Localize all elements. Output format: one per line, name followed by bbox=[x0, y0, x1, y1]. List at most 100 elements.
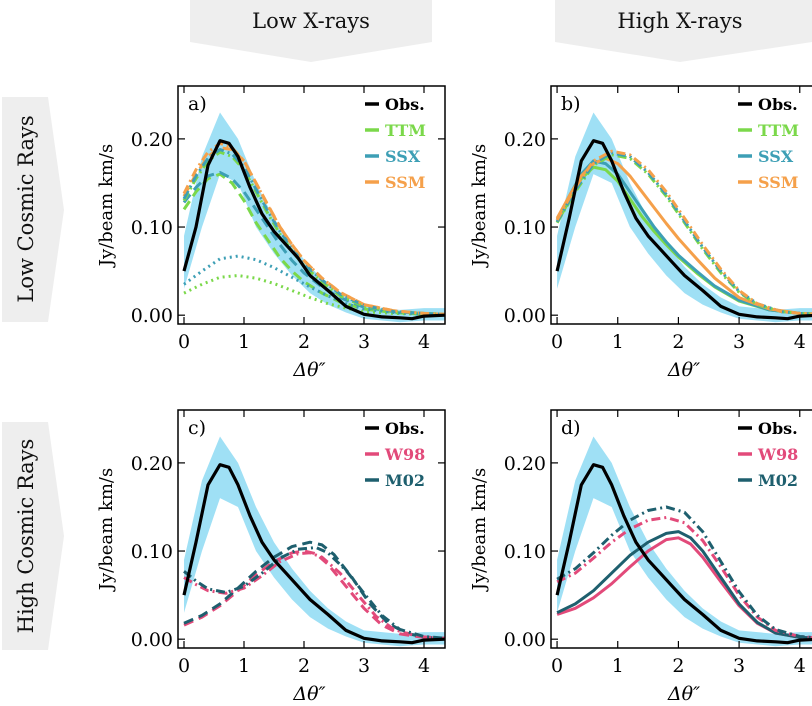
column-header-label: Low X-rays bbox=[252, 9, 370, 33]
legend-label: SSX bbox=[758, 147, 794, 166]
panel-label: a) bbox=[188, 93, 207, 115]
legend-label: TTM bbox=[385, 121, 426, 140]
column-header-label: High X-rays bbox=[617, 9, 742, 33]
x-tick-label: 0 bbox=[178, 331, 190, 353]
y-tick-label: 0.20 bbox=[504, 453, 546, 475]
x-tick-label: 4 bbox=[794, 331, 806, 353]
y-tick-label: 0.00 bbox=[131, 305, 173, 327]
series-line-m02-solid bbox=[556, 530, 812, 640]
series-line-obs-solid bbox=[555, 463, 812, 645]
plot-area bbox=[555, 112, 812, 323]
series-line-ttm-dotted bbox=[183, 274, 445, 317]
chart-panel-3: 0 1 2 3 4 0.00 0.10 0.20 Δθ″ Jy/beam km/s c) Obs. W9… bbox=[96, 409, 446, 705]
x-axis-label: Δθ″ bbox=[667, 359, 700, 381]
x-axis-label: Δθ″ bbox=[667, 683, 700, 702]
series-line-m02-dashdot bbox=[556, 505, 812, 640]
y-tick-label: 0.10 bbox=[504, 541, 546, 563]
legend-label: Obs. bbox=[385, 95, 425, 114]
series-line-obs-solid bbox=[182, 139, 445, 321]
series-line-ssx-dashdot bbox=[555, 151, 812, 316]
y-tick-label: 0.20 bbox=[131, 129, 173, 151]
legend-label: SSM bbox=[385, 173, 425, 192]
series-line-w98-dashed bbox=[183, 549, 445, 640]
banner-shape bbox=[190, 0, 432, 62]
row-header-low-cosmic-rays: Low Cosmic Rays bbox=[2, 97, 64, 322]
y-axis-label: Jy/beam km/s bbox=[469, 144, 490, 268]
chart-panel-4: 0 1 2 3 4 0.00 0.10 0.20 Δθ″ Jy/beam km/s d) Obs. W9… bbox=[469, 409, 812, 705]
panel-label: c) bbox=[188, 417, 206, 439]
x-tick-label: 1 bbox=[238, 655, 250, 677]
x-tick-label: 3 bbox=[358, 655, 370, 677]
legend-label: W98 bbox=[757, 445, 798, 464]
x-tick-label: 2 bbox=[672, 331, 684, 353]
plot-area bbox=[555, 436, 812, 647]
x-tick-label: 3 bbox=[733, 331, 745, 353]
chart-panel-2: 0 1 2 3 4 0.00 0.10 0.20 Δθ″ Jy/beam km/s b) Obs. TT… bbox=[469, 85, 812, 381]
x-tick-label: 0 bbox=[551, 655, 563, 677]
x-tick-label: 1 bbox=[612, 655, 624, 677]
row-header-label: High Cosmic Rays bbox=[14, 439, 38, 634]
series-line-m02-dashdot bbox=[183, 546, 445, 640]
row-header-label: Low Cosmic Rays bbox=[14, 115, 38, 302]
chart-panel-1: 0 1 2 3 4 0.00 0.10 0.20 Δθ″ Jy/beam km/s a) Obs. TT… bbox=[96, 85, 446, 381]
banner-shape bbox=[555, 0, 812, 62]
series-line-ssm-dashdot bbox=[555, 149, 812, 316]
column-header-high-xrays: High X-rays bbox=[555, 0, 812, 62]
panels-layer: 0 1 2 3 4 0.00 0.10 0.20 Δθ″ Jy/beam km/s a) Obs. TT… bbox=[96, 85, 812, 705]
x-tick-label: 3 bbox=[358, 331, 370, 353]
legend-label: M02 bbox=[758, 471, 798, 490]
y-axis-label: Jy/beam km/s bbox=[469, 468, 490, 592]
legend-label: TTM bbox=[758, 121, 799, 140]
x-tick-label: 1 bbox=[612, 331, 624, 353]
series-line-obs-solid bbox=[555, 139, 812, 321]
x-axis-label: Δθ″ bbox=[292, 683, 325, 702]
panel-label: d) bbox=[561, 417, 581, 439]
legend-label: SSX bbox=[385, 147, 421, 166]
legend-label: Obs. bbox=[758, 419, 798, 438]
y-tick-label: 0.10 bbox=[504, 217, 546, 239]
x-tick-label: 3 bbox=[733, 655, 745, 677]
y-tick-label: 0.20 bbox=[504, 129, 546, 151]
row-header-high-cosmic-rays: High Cosmic Rays bbox=[2, 422, 64, 650]
y-tick-label: 0.00 bbox=[131, 629, 173, 651]
x-tick-label: 2 bbox=[298, 331, 310, 353]
obs-uncertainty-band bbox=[184, 436, 445, 647]
legend-label: W98 bbox=[384, 445, 425, 464]
axes-frame bbox=[177, 85, 446, 325]
plot-area bbox=[182, 436, 445, 647]
x-tick-label: 0 bbox=[551, 331, 563, 353]
x-tick-label: 4 bbox=[794, 655, 806, 677]
y-axis-label: Jy/beam km/s bbox=[96, 144, 117, 268]
legend-label: SSM bbox=[758, 173, 798, 192]
x-tick-label: 2 bbox=[672, 655, 684, 677]
panel-label: b) bbox=[561, 93, 581, 115]
column-header-low-xrays: Low X-rays bbox=[190, 0, 432, 62]
x-tick-label: 4 bbox=[418, 655, 430, 677]
x-axis-label: Δθ″ bbox=[292, 359, 325, 381]
x-tick-label: 2 bbox=[298, 655, 310, 677]
y-axis-label: Jy/beam km/s bbox=[96, 468, 117, 592]
legend-label: Obs. bbox=[758, 95, 798, 114]
banner-shape bbox=[2, 97, 64, 322]
series-line-w98-dashdot bbox=[183, 551, 445, 640]
banner-shape bbox=[2, 422, 64, 650]
series-line-m02-dashed bbox=[183, 540, 445, 640]
axes-frame bbox=[550, 85, 812, 325]
x-tick-label: 0 bbox=[178, 655, 190, 677]
axes-frame bbox=[177, 409, 446, 649]
plot-area bbox=[182, 112, 445, 323]
legend-label: M02 bbox=[385, 471, 425, 490]
y-tick-label: 0.20 bbox=[131, 453, 173, 475]
y-tick-label: 0.00 bbox=[504, 305, 546, 327]
y-tick-label: 0.00 bbox=[504, 629, 546, 651]
obs-uncertainty-band bbox=[557, 436, 812, 647]
obs-uncertainty-band bbox=[184, 112, 445, 323]
x-tick-label: 1 bbox=[238, 331, 250, 353]
y-tick-label: 0.10 bbox=[131, 541, 173, 563]
axes-frame bbox=[550, 409, 812, 649]
y-tick-label: 0.10 bbox=[131, 217, 173, 239]
x-tick-label: 4 bbox=[418, 331, 430, 353]
series-line-obs-solid bbox=[182, 463, 445, 645]
series-line-w98-dashdot bbox=[556, 516, 812, 640]
